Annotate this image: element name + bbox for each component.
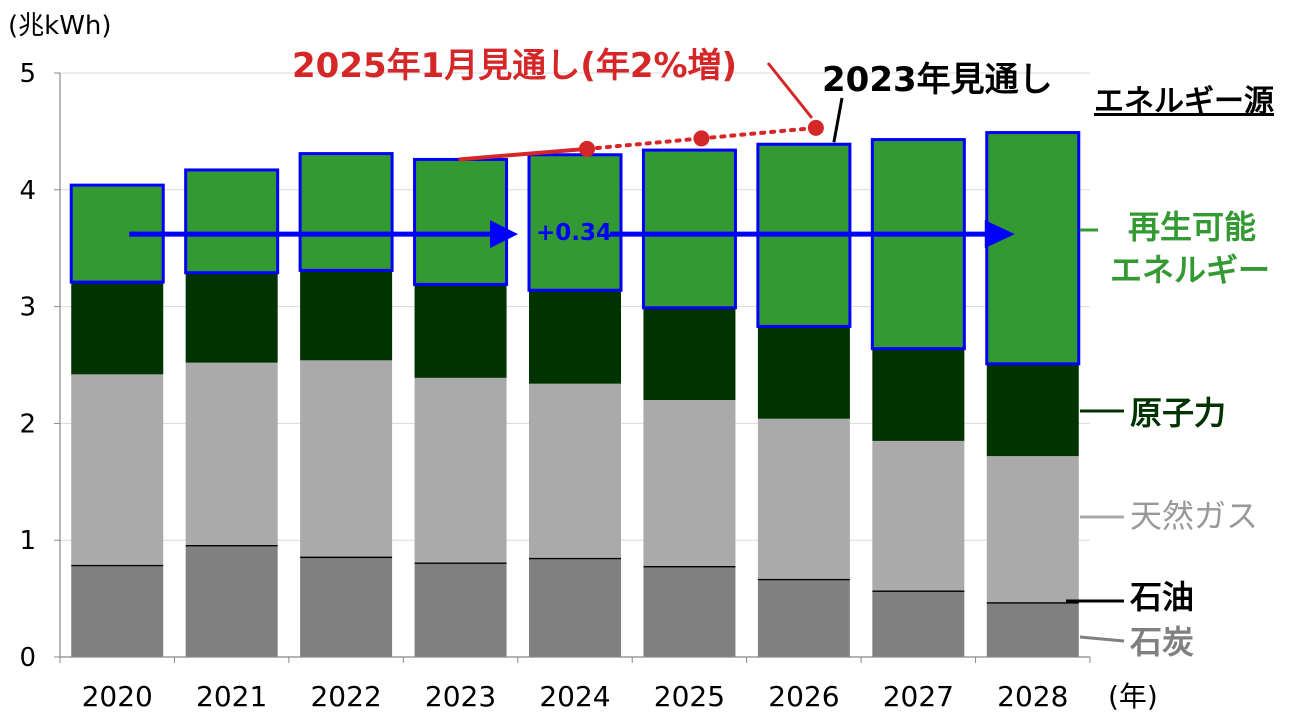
- bar-gas-2027: [872, 440, 965, 591]
- x-axis-unit-label: (年): [1108, 680, 1158, 713]
- legend-oil: 石油: [1129, 578, 1194, 616]
- bar-gas-2025: [643, 400, 736, 566]
- forecast-2025-dotted-line: [699, 125, 818, 141]
- bar-oil-2027: [872, 590, 965, 592]
- legend-coal-leader: [1079, 635, 1125, 643]
- forecast-2025-point: [693, 130, 710, 147]
- bar-oil-2022: [300, 556, 393, 559]
- y-tick-label: 1: [19, 526, 36, 556]
- bar-nuclear-2027: [872, 348, 965, 441]
- y-tick-label: 3: [19, 293, 36, 323]
- forecast-2025-leader: [766, 62, 814, 119]
- forecast-2023-leader: [832, 97, 844, 143]
- x-tick-label: 2020: [82, 680, 153, 713]
- legend-title: エネルギー源: [1094, 84, 1274, 119]
- forecast-2025-point: [579, 140, 595, 157]
- legend-renewable-line1: 再生可能: [1128, 208, 1256, 246]
- y-axis-unit-label: (兆kWh): [8, 11, 112, 41]
- legend-nuclear: 原子力: [1130, 394, 1226, 432]
- x-tick-label: 2024: [539, 680, 610, 713]
- bar-gas-2020: [71, 374, 164, 565]
- bar-oil-2025: [643, 565, 736, 568]
- forecast-2025-label: 2025年1月見通し(年2%増): [292, 46, 737, 86]
- bar-gas-2022: [300, 360, 393, 557]
- bar-nuclear-2025: [643, 307, 736, 401]
- bar-coal-2023: [414, 563, 507, 657]
- bar-coal-2028: [986, 603, 1079, 657]
- bar-coal-2020: [71, 565, 164, 657]
- forecast-2025-dotted-line: [585, 136, 704, 151]
- arrow-change-label: +0.34: [536, 220, 612, 246]
- bar-nuclear-2024: [529, 290, 621, 384]
- bar-coal-2021: [185, 546, 278, 657]
- bar-renewable-2022: [298, 152, 394, 272]
- forecast-2023-label: 2023年見通し: [822, 60, 1053, 100]
- y-tick-label: 5: [19, 59, 36, 89]
- y-tick-label: 2: [19, 409, 36, 439]
- bar-coal-2027: [872, 591, 965, 657]
- x-tick-label: 2028: [997, 680, 1068, 713]
- bar-gas-2026: [757, 418, 850, 579]
- bar-coal-2026: [757, 579, 850, 657]
- legend-coal: 石炭: [1129, 623, 1194, 661]
- bar-gas-2024: [529, 383, 621, 558]
- bar-renewable-2028: [985, 131, 1081, 366]
- x-tick-label: 2025: [654, 680, 725, 713]
- bar-oil-2028: [986, 602, 1079, 604]
- legend-gas: 天然ガス: [1130, 497, 1258, 535]
- bar-renewable-2021: [184, 168, 280, 275]
- x-tick-label: 2021: [196, 680, 267, 713]
- bar-nuclear-2028: [986, 363, 1079, 457]
- axes: 0 1 2 3 4 5 2020 2021 2022 2023 2024 2025 2026 2027 20…: [19, 59, 1091, 713]
- bar-oil-2021: [185, 544, 278, 547]
- bar-oil-2023: [414, 562, 507, 564]
- bar-nuclear-2026: [757, 326, 850, 419]
- bar-nuclear-2020: [71, 282, 164, 375]
- stacked-bars: [69, 131, 1081, 657]
- bar-nuclear-2022: [300, 270, 393, 361]
- y-tick-label: 0: [19, 643, 36, 673]
- annotations: [129, 62, 1125, 643]
- x-tick-label: 2027: [883, 680, 954, 713]
- bar-gas-2021: [185, 362, 278, 545]
- legend-renewable-line2: エネルギー: [1110, 251, 1270, 289]
- bar-nuclear-2021: [185, 272, 278, 363]
- bar-coal-2025: [643, 567, 736, 657]
- bar-oil-2024: [529, 557, 621, 560]
- bar-renewable-2024: [527, 153, 623, 292]
- x-tick-label: 2023: [425, 680, 496, 713]
- arrow-head-right: [984, 220, 1015, 249]
- forecast-2025-solid-line: [458, 146, 588, 162]
- bar-coal-2022: [300, 557, 393, 657]
- bar-renewable-2027: [870, 138, 966, 351]
- bar-coal-2024: [529, 558, 621, 657]
- y-tick-label: 4: [19, 176, 36, 206]
- bar-oil-2026: [757, 578, 850, 581]
- forecast-2025-point: [807, 119, 824, 136]
- arrow-head-left: [490, 220, 518, 249]
- bar-renewable-2025: [641, 148, 737, 310]
- x-tick-label: 2026: [768, 680, 839, 713]
- bar-oil-2020: [71, 564, 164, 567]
- bar-gas-2028: [986, 456, 1079, 603]
- x-tick-label: 2022: [310, 680, 381, 713]
- bar-gas-2023: [414, 377, 507, 563]
- bar-nuclear-2023: [414, 284, 507, 378]
